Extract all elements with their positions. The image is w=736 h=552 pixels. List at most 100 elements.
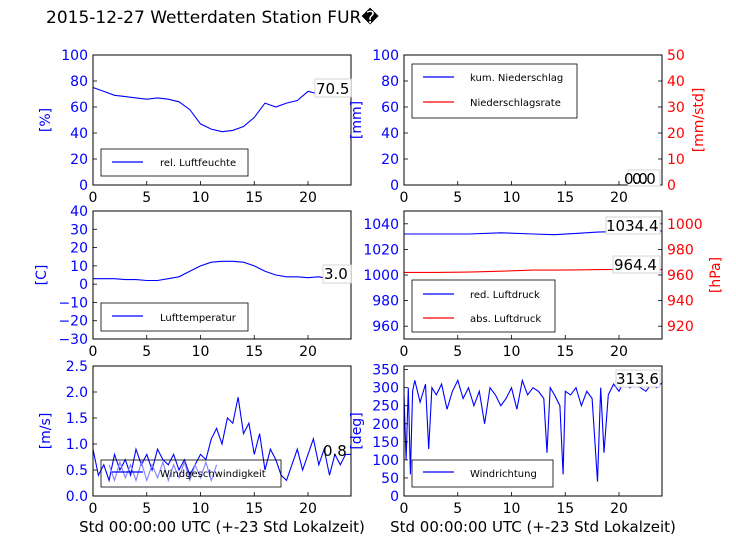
precipitation-xtick-label-4: 20 <box>610 190 628 206</box>
precipitation-legend-label-cumulative: kum. Niederschlag <box>470 73 563 84</box>
pressure-legend-label-absolute: abs. Luftdruck <box>470 314 541 325</box>
pressure-y2tick-label-0: 920 <box>667 319 694 335</box>
humidity-legend-label: rel. Luftfeuchte <box>160 158 236 169</box>
humidity-last-value: 70.5 <box>316 80 349 98</box>
wind-direction-annotation-box <box>615 369 661 388</box>
pressure-xtick-label-4: 20 <box>610 344 628 360</box>
wind-direction-ytick-label-2: 100 <box>372 453 399 469</box>
wind-direction-ytick-label-3: 150 <box>372 435 399 451</box>
precipitation-y2tick-label-5: 50 <box>667 48 685 64</box>
precipitation-legend-box <box>411 63 578 119</box>
humidity-ytick-label-5: 100 <box>61 48 88 64</box>
figure-title: 2015-12-27 Wetterdaten Station FUR� <box>46 8 379 28</box>
wind-speed-ytick-label-4: 2.0 <box>66 385 88 401</box>
pressure-ytick-label-4: 1040 <box>363 217 399 233</box>
precipitation-xtick-label-2: 10 <box>503 190 521 206</box>
temperature-xtick-label-2: 10 <box>192 344 210 360</box>
pressure-xtick-label-0: 0 <box>400 344 409 360</box>
wind-direction-y-label: [deg] <box>349 412 365 449</box>
wind-speed-y-label: [m/s] <box>38 413 54 450</box>
precipitation-xtick-label-3: 15 <box>556 190 574 206</box>
wind-speed-y-ticks: 0.0 0.5 1.0 1.5 2.0 2.5 <box>66 359 97 505</box>
wind-speed-legend-label: Windgeschwindigkeit <box>160 469 266 480</box>
wind-speed-xtick-label-0: 0 <box>89 501 98 517</box>
wind-speed-xtick-label-4: 20 <box>299 501 317 517</box>
humidity-ytick-label-2: 40 <box>70 126 88 142</box>
precipitation-x-ticks: 0 5 10 15 20 <box>400 181 628 206</box>
humidity-xtick-label-1: 5 <box>142 190 151 206</box>
humidity-xtick-label-4: 20 <box>299 190 317 206</box>
pressure-legend-box <box>411 279 556 333</box>
precipitation-ytick-label-0: 0 <box>390 178 399 194</box>
wind-direction-xtick-label-4: 20 <box>610 501 628 517</box>
wind-speed-ytick-label-2: 1.0 <box>66 437 88 453</box>
wind-speed-series <box>92 397 351 483</box>
wind-direction-series <box>403 378 663 482</box>
pressure-legend: red. Luftdruck abs. Luftdruck <box>411 279 556 333</box>
wind-direction-xtick-label-0: 0 <box>400 501 409 517</box>
wind-speed-ytick-label-5: 2.5 <box>66 359 88 375</box>
precipitation-y2-label: [mm/std] <box>691 88 707 153</box>
wind-speed-xtick-label-1: 5 <box>142 501 151 517</box>
precipitation-y2tick-label-0: 0 <box>667 178 676 194</box>
humidity-ytick-label-4: 80 <box>70 74 88 90</box>
wind-speed-ytick-label-1: 0.5 <box>66 463 88 479</box>
wind-speed-last-value: 0.8 <box>323 442 347 460</box>
precipitation-plot-frame <box>403 54 663 186</box>
precipitation-ytick-label-1: 20 <box>381 152 399 168</box>
humidity-xtick-label-3: 15 <box>245 190 263 206</box>
humidity-series <box>92 86 352 133</box>
pressure-y2tick-label-3: 980 <box>667 242 694 258</box>
wind-direction-series-line-0 <box>403 378 663 482</box>
temperature-legend-box <box>100 302 249 332</box>
wind-direction-legend-box <box>411 459 554 488</box>
temperature-series-line-0 <box>93 260 351 282</box>
pressure-ytick-label-2: 1000 <box>363 268 399 284</box>
precipitation-legend: kum. Niederschlag Niederschlagsrate <box>411 63 578 119</box>
precipitation-last-value-rate: 0.0 <box>632 170 656 188</box>
pressure-annotation-box-reduced <box>605 216 661 235</box>
temperature-panel: −30 −20 −10 0 10 20 30 40 0 5 10 15 20 [C] Lufttemp… <box>34 204 352 360</box>
temperature-legend-label: Lufttemperatur <box>160 313 237 324</box>
temperature-series <box>93 260 351 282</box>
temperature-ytick-label-4: 10 <box>70 259 88 275</box>
wind-direction-ytick-label-0: 0 <box>390 489 399 505</box>
humidity-y-label: [%] <box>38 108 54 132</box>
precipitation-legend-label-rate: Niederschlagsrate <box>470 98 561 109</box>
temperature-last-value: 3.0 <box>324 265 348 283</box>
pressure-x-ticks: 0 5 10 15 20 <box>400 335 628 360</box>
pressure-xtick-label-1: 5 <box>453 344 462 360</box>
pressure-legend-label-reduced: red. Luftdruck <box>470 290 540 301</box>
wind-direction-ytick-label-5: 250 <box>372 399 399 415</box>
pressure-xtick-label-3: 15 <box>556 344 574 360</box>
pressure-y2tick-label-2: 960 <box>667 268 694 284</box>
pressure-last-value-reduced: 1034.4 <box>606 217 659 235</box>
temperature-legend: Lufttemperatur <box>100 302 249 332</box>
humidity-x-ticks: 0 5 10 15 20 <box>89 181 317 206</box>
pressure-y2tick-label-1: 940 <box>667 294 694 310</box>
temperature-ytick-label-5: 20 <box>70 241 88 257</box>
pressure-ytick-label-3: 1020 <box>363 242 399 258</box>
precipitation-y2tick-label-2: 20 <box>667 126 685 142</box>
wind-speed-series-line-1 <box>108 460 218 483</box>
temperature-ytick-label-0: −30 <box>58 332 88 348</box>
precipitation-ytick-label-2: 40 <box>381 126 399 142</box>
wind-direction-xtick-label-2: 10 <box>503 501 521 517</box>
precipitation-last-value-cumulative: 0.0 <box>624 170 648 188</box>
wind-speed-ytick-label-0: 0.0 <box>66 489 88 505</box>
temperature-y-ticks: −30 −20 −10 0 10 20 30 40 <box>58 204 97 348</box>
x-axis-label-right: Std 00:00:00 UTC (+-23 Std Lokalzeit) <box>390 518 676 536</box>
wind-direction-xtick-label-1: 5 <box>453 501 462 517</box>
wind-speed-xtick-label-2: 10 <box>192 501 210 517</box>
precipitation-ytick-label-5: 100 <box>372 48 399 64</box>
wind-direction-x-ticks: 0 5 10 15 20 <box>400 492 628 517</box>
precipitation-annotation-box <box>627 169 661 187</box>
precipitation-y2tick-label-3: 30 <box>667 100 685 116</box>
temperature-annotation-box <box>322 264 352 284</box>
wind-speed-ytick-label-3: 1.5 <box>66 411 88 427</box>
pressure-ytick-label-1: 980 <box>372 294 399 310</box>
precipitation-xtick-label-1: 5 <box>453 190 462 206</box>
